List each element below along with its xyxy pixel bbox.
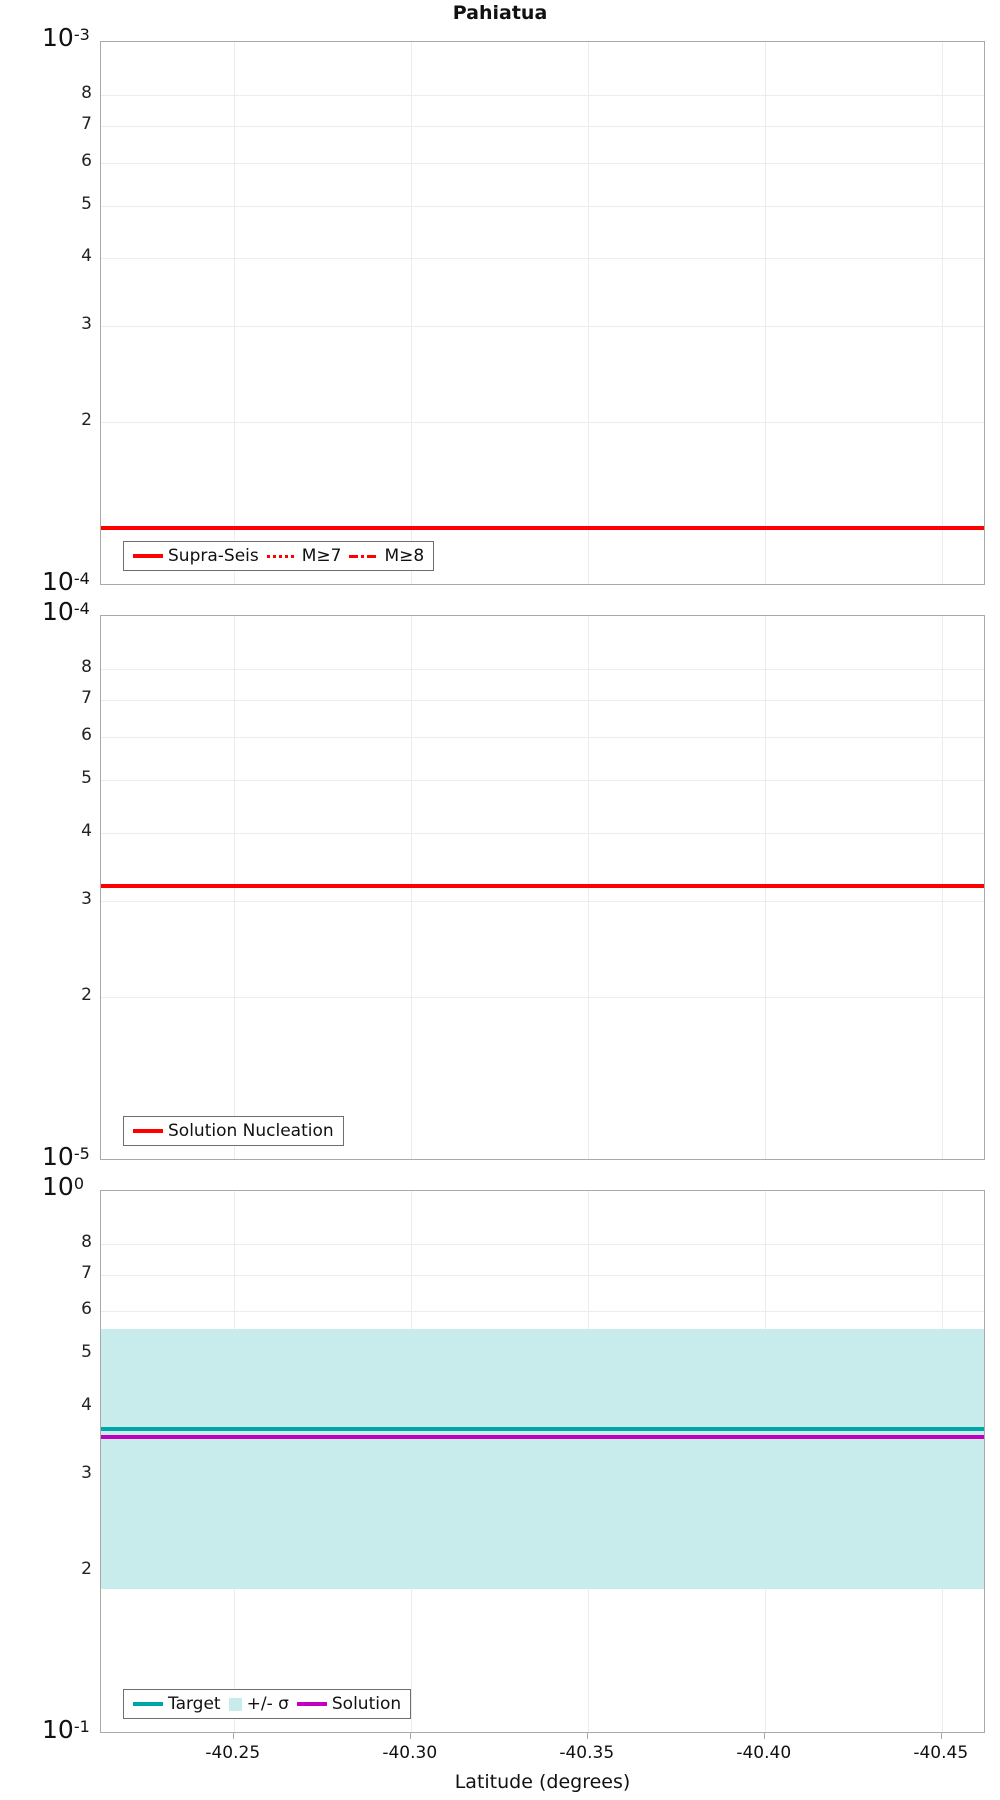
legend-item: M≥7 bbox=[266, 546, 342, 566]
y-minor-tick-label: 7 bbox=[81, 688, 92, 709]
x-tick-label: -40.45 bbox=[913, 1743, 969, 1763]
v-gridline bbox=[764, 42, 766, 584]
y-minor-tick-label: 2 bbox=[81, 984, 92, 1005]
panel-nucleation-rate: Solution Nucleation bbox=[100, 615, 985, 1160]
h-gridline bbox=[101, 162, 984, 164]
target-line bbox=[101, 1426, 984, 1431]
legend-item: Supra-Seis bbox=[133, 546, 259, 566]
y-minor-tick-label: 8 bbox=[81, 656, 92, 677]
dashdot-line-swatch bbox=[349, 554, 380, 558]
solid-line-swatch bbox=[133, 1129, 163, 1133]
legend-label: Solution bbox=[331, 1694, 402, 1714]
legend-item: Solution Nucleation bbox=[133, 1121, 334, 1141]
legend: Supra-Seis M≥7 M≥8 bbox=[123, 541, 435, 571]
solution-nucleation-line bbox=[101, 883, 984, 888]
h-gridline bbox=[101, 326, 984, 328]
solid-line-swatch bbox=[296, 1702, 327, 1706]
h-gridline bbox=[101, 94, 984, 96]
legend-item: Target bbox=[133, 1694, 221, 1714]
h-gridline bbox=[101, 258, 984, 260]
x-tick-label: -40.30 bbox=[382, 1743, 438, 1763]
legend: Target +/- σ Solution bbox=[123, 1689, 412, 1719]
y-minor-tick-label: 8 bbox=[81, 82, 92, 103]
x-tick-label: -40.25 bbox=[205, 1743, 261, 1763]
y-decade-top-label: 100 bbox=[42, 1172, 84, 1201]
x-tick-mark bbox=[409, 1733, 412, 1739]
v-gridline bbox=[587, 42, 589, 584]
sigma-band-swatch bbox=[228, 1697, 242, 1711]
x-tick-mark bbox=[586, 1733, 589, 1739]
h-gridline bbox=[101, 780, 984, 782]
h-gridline bbox=[101, 126, 984, 128]
y-minor-tick-label: 6 bbox=[81, 150, 92, 171]
y-decade-bottom-label: 10-4 bbox=[42, 567, 90, 596]
h-gridline bbox=[101, 700, 984, 702]
solid-line-swatch bbox=[133, 1702, 163, 1706]
legend-item: M≥8 bbox=[349, 546, 424, 566]
h-gridline bbox=[101, 668, 984, 670]
y-minor-tick-label: 2 bbox=[81, 410, 92, 431]
y-minor-tick-label: 8 bbox=[81, 1231, 92, 1252]
legend-label: Supra-Seis bbox=[168, 546, 259, 566]
x-tick-mark bbox=[763, 1733, 766, 1739]
y-decade-bottom-label: 10-1 bbox=[42, 1715, 90, 1744]
solid-line-swatch bbox=[133, 554, 163, 558]
legend-label: Solution Nucleation bbox=[168, 1121, 334, 1141]
h-gridline bbox=[101, 1243, 984, 1245]
x-tick-label: -40.40 bbox=[736, 1743, 792, 1763]
y-minor-tick-label: 6 bbox=[81, 724, 92, 745]
y-minor-tick-label: 7 bbox=[81, 1263, 92, 1284]
y-minor-tick-label: 6 bbox=[81, 1299, 92, 1320]
y-minor-tick-label: 5 bbox=[81, 768, 92, 789]
legend: Solution Nucleation bbox=[123, 1116, 344, 1146]
panel-slip-rate: Target +/- σ Solution bbox=[100, 1190, 985, 1733]
panel-participation-rate: Supra-Seis M≥7 M≥8 bbox=[100, 41, 985, 585]
y-minor-tick-label: 4 bbox=[81, 820, 92, 841]
legend-label: M≥7 bbox=[301, 546, 342, 566]
x-tick-label: -40.35 bbox=[559, 1743, 615, 1763]
y-minor-tick-label: 7 bbox=[81, 114, 92, 135]
x-tick-mark bbox=[940, 1733, 943, 1739]
h-gridline bbox=[101, 422, 984, 424]
h-gridline bbox=[101, 1311, 984, 1313]
legend-item: Solution bbox=[296, 1694, 402, 1714]
y-minor-tick-label: 3 bbox=[81, 1462, 92, 1483]
v-gridline bbox=[233, 42, 235, 584]
y-minor-tick-label: 3 bbox=[81, 314, 92, 335]
y-minor-tick-label: 3 bbox=[81, 888, 92, 909]
legend-label: +/- σ bbox=[246, 1694, 289, 1714]
h-gridline bbox=[101, 1275, 984, 1277]
v-gridline bbox=[410, 42, 412, 584]
y-minor-tick-label: 5 bbox=[81, 1342, 92, 1363]
solution-line bbox=[101, 1434, 984, 1439]
x-axis-label: Latitude (degrees) bbox=[454, 1771, 631, 1793]
h-gridline bbox=[101, 900, 984, 902]
dotted-line-swatch bbox=[266, 554, 297, 558]
y-minor-tick-label: 2 bbox=[81, 1558, 92, 1579]
y-minor-tick-label: 4 bbox=[81, 1395, 92, 1416]
y-decade-top-label: 10-3 bbox=[42, 23, 90, 52]
h-gridline bbox=[101, 832, 984, 834]
v-gridline bbox=[941, 42, 943, 584]
y-decade-bottom-label: 10-5 bbox=[42, 1142, 90, 1171]
h-gridline bbox=[101, 736, 984, 738]
x-tick-mark bbox=[232, 1733, 235, 1739]
m-8-line bbox=[101, 526, 984, 530]
y-minor-tick-label: 4 bbox=[81, 246, 92, 267]
h-gridline bbox=[101, 205, 984, 207]
legend-item: +/- σ bbox=[228, 1694, 289, 1714]
sigma-band bbox=[101, 1329, 984, 1589]
y-decade-top-label: 10-4 bbox=[42, 597, 90, 626]
chart-title: Pahiatua bbox=[452, 2, 548, 24]
legend-label: Target bbox=[168, 1694, 221, 1714]
legend-label: M≥8 bbox=[384, 546, 425, 566]
y-minor-tick-label: 5 bbox=[81, 193, 92, 214]
h-gridline bbox=[101, 996, 984, 998]
